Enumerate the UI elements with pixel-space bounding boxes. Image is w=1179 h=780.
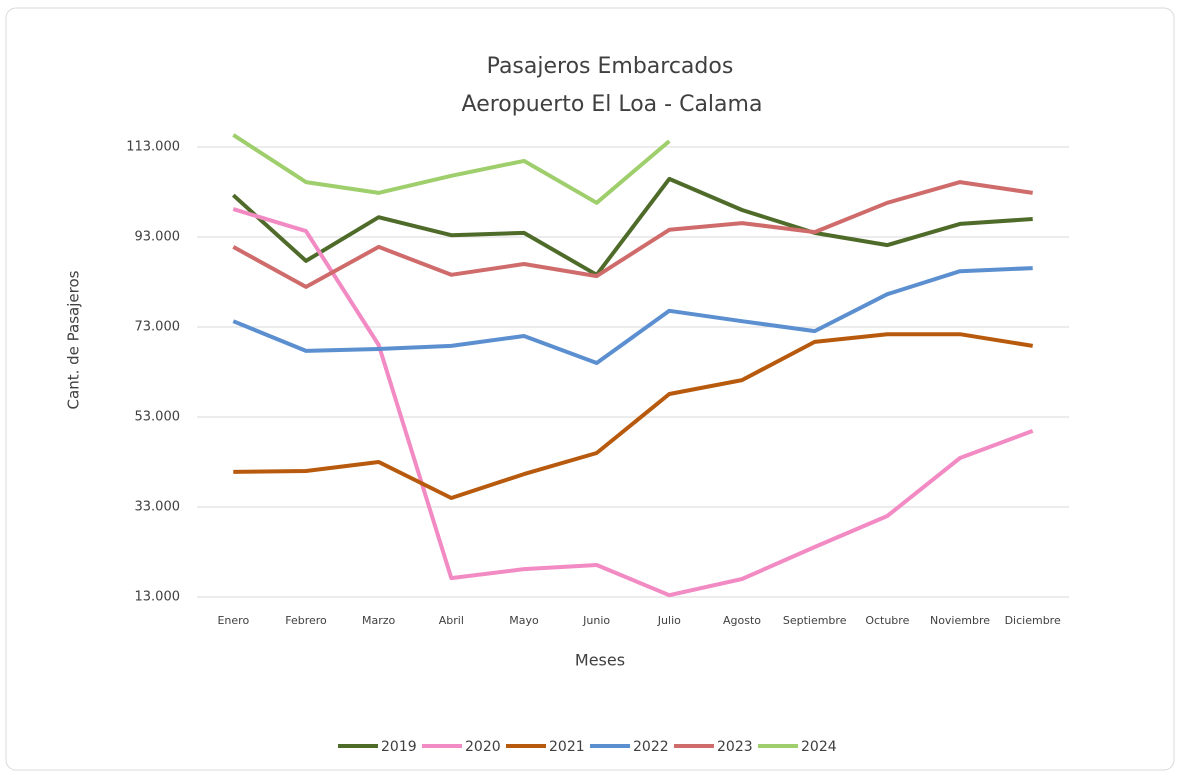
legend-label: 2021: [549, 739, 585, 755]
series-line: [232, 180, 1033, 289]
x-tick-label: Marzo: [362, 614, 396, 627]
legend-label: 2022: [633, 739, 669, 755]
series-line: [231, 176, 1033, 277]
series-line: [232, 207, 1034, 598]
x-tick-label: Febrero: [285, 614, 327, 627]
x-tick-label: Abril: [439, 614, 464, 627]
chart-subtitle: Aeropuerto El Loa - Calama: [462, 92, 763, 117]
y-tick-label: 53.000: [135, 410, 181, 425]
x-tick-label: Septiembre: [783, 614, 847, 627]
chart-title: Pasajeros Embarcados: [487, 54, 734, 79]
series-line: [233, 332, 1034, 500]
legend-label: 2019: [381, 739, 417, 755]
x-tick-label: Julio: [657, 614, 681, 627]
x-tick-label: Junio: [582, 614, 610, 627]
x-axis-label: Meses: [575, 651, 625, 670]
y-tick-label: 73.000: [135, 320, 181, 335]
legend-label: 2024: [801, 739, 837, 755]
x-tick-label: Octubre: [865, 614, 909, 627]
x-tick-label: Diciembre: [1005, 614, 1061, 627]
y-tick-label: 93.000: [135, 230, 181, 245]
x-tick-label: Enero: [217, 614, 249, 627]
y-tick-label: 33.000: [135, 500, 181, 515]
legend-label: 2023: [717, 739, 753, 755]
x-tick-label: Agosto: [723, 614, 761, 627]
chart-frame: [5, 7, 1175, 771]
y-tick-label: 113.000: [126, 140, 180, 155]
legend-label: 2020: [465, 739, 501, 755]
x-tick-label: Mayo: [509, 614, 539, 627]
x-tick-label: Noviembre: [930, 614, 990, 627]
y-tick-label: 13.000: [135, 590, 181, 605]
series-line: [232, 133, 671, 205]
y-axis-label: Cant. de Pasajeros: [65, 270, 83, 409]
series-line: [232, 266, 1033, 365]
